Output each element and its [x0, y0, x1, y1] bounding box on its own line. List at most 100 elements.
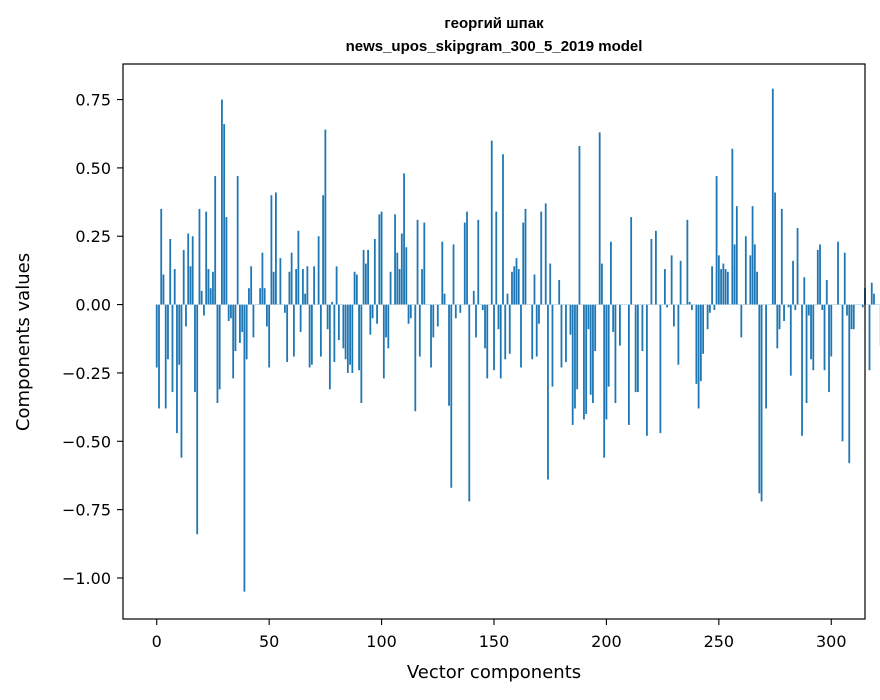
bar-11: [181, 305, 183, 458]
bar-173: [545, 203, 547, 304]
bar-111: [405, 247, 407, 304]
bar-287: [801, 305, 803, 436]
bar-180: [561, 305, 563, 368]
bar-26: [214, 176, 216, 305]
x-tick-label: 50: [259, 632, 279, 651]
bar-128: [444, 294, 446, 305]
bar-246: [709, 305, 711, 313]
y-tick-label: −1.00: [62, 569, 111, 588]
x-tick-label: 100: [366, 632, 397, 651]
bar-0: [156, 305, 158, 368]
bar-156: [507, 294, 509, 305]
bar-21: [203, 305, 205, 316]
bar-2: [160, 209, 162, 305]
bar-198: [601, 264, 603, 305]
bar-132: [453, 244, 455, 304]
bar-186: [574, 305, 576, 409]
bar-7: [172, 305, 174, 392]
bar-141: [473, 291, 475, 305]
bar-24: [210, 288, 212, 304]
bar-81: [338, 305, 340, 341]
bar-5: [167, 305, 169, 360]
x-tick-label: 200: [591, 632, 622, 651]
bar-204: [615, 305, 617, 403]
bar-170: [538, 305, 540, 324]
bar-281: [788, 305, 790, 308]
bar-110: [403, 173, 405, 304]
bar-57: [284, 305, 286, 313]
bar-8: [174, 269, 176, 305]
bar-32: [228, 305, 230, 321]
bar-257: [734, 244, 736, 304]
bar-278: [781, 209, 783, 305]
bar-131: [450, 305, 452, 488]
bar-78: [331, 302, 333, 305]
bar-232: [677, 305, 679, 365]
bar-67: [306, 266, 308, 304]
bar-73: [320, 305, 322, 357]
bar-86: [349, 305, 351, 365]
bar-154: [502, 154, 504, 304]
bar-80: [336, 266, 338, 304]
bar-94: [367, 250, 369, 305]
bar-175: [549, 264, 551, 305]
bar-139: [468, 305, 470, 502]
bar-247: [711, 266, 713, 304]
bar-103: [387, 305, 389, 349]
bar-4: [165, 305, 167, 409]
bar-30: [223, 124, 225, 304]
bar-227: [666, 305, 668, 308]
bar-155: [504, 305, 506, 360]
bar-137: [464, 223, 466, 305]
bar-185: [572, 305, 574, 425]
bar-285: [797, 228, 799, 305]
bar-91: [360, 305, 362, 403]
bar-89: [356, 275, 358, 305]
bar-38: [241, 305, 243, 332]
bar-25: [212, 272, 214, 305]
bar-249: [716, 176, 718, 305]
bar-251: [720, 269, 722, 305]
bars-group: [156, 89, 880, 592]
bar-69: [311, 305, 313, 365]
bar-309: [851, 305, 853, 330]
bar-119: [423, 223, 425, 305]
bar-79: [333, 305, 335, 362]
bar-13: [185, 305, 187, 327]
bar-241: [698, 305, 700, 409]
bar-66: [304, 294, 306, 305]
bar-90: [358, 305, 360, 371]
bar-199: [603, 305, 605, 458]
bar-40: [246, 305, 248, 360]
bar-291: [810, 305, 812, 360]
bar-300: [830, 305, 832, 357]
y-axis-label: Components values: [13, 253, 34, 431]
bar-20: [201, 291, 203, 305]
chart-subtitle: news_upos_skipgram_300_5_2019 model: [346, 38, 643, 55]
bar-203: [612, 305, 614, 332]
bar-243: [702, 305, 704, 354]
bar-161: [518, 269, 520, 305]
bar-138: [466, 212, 468, 305]
bar-43: [253, 305, 255, 338]
bar-164: [525, 209, 527, 305]
bar-22: [205, 212, 207, 305]
bar-160: [516, 258, 518, 304]
bar-116: [417, 220, 419, 305]
bar-50: [268, 305, 270, 368]
bar-6: [169, 239, 171, 305]
bar-48: [264, 288, 266, 304]
bar-104: [390, 272, 392, 305]
bar-151: [495, 212, 497, 305]
bar-163: [522, 223, 524, 305]
bar-92: [363, 250, 365, 305]
bar-260: [740, 305, 742, 338]
bar-233: [680, 261, 682, 305]
bar-75: [324, 130, 326, 305]
bar-296: [821, 305, 823, 310]
y-tick-label: 0.50: [75, 159, 111, 178]
bar-283: [792, 261, 794, 305]
bar-72: [318, 236, 320, 304]
bar-99: [378, 214, 380, 304]
